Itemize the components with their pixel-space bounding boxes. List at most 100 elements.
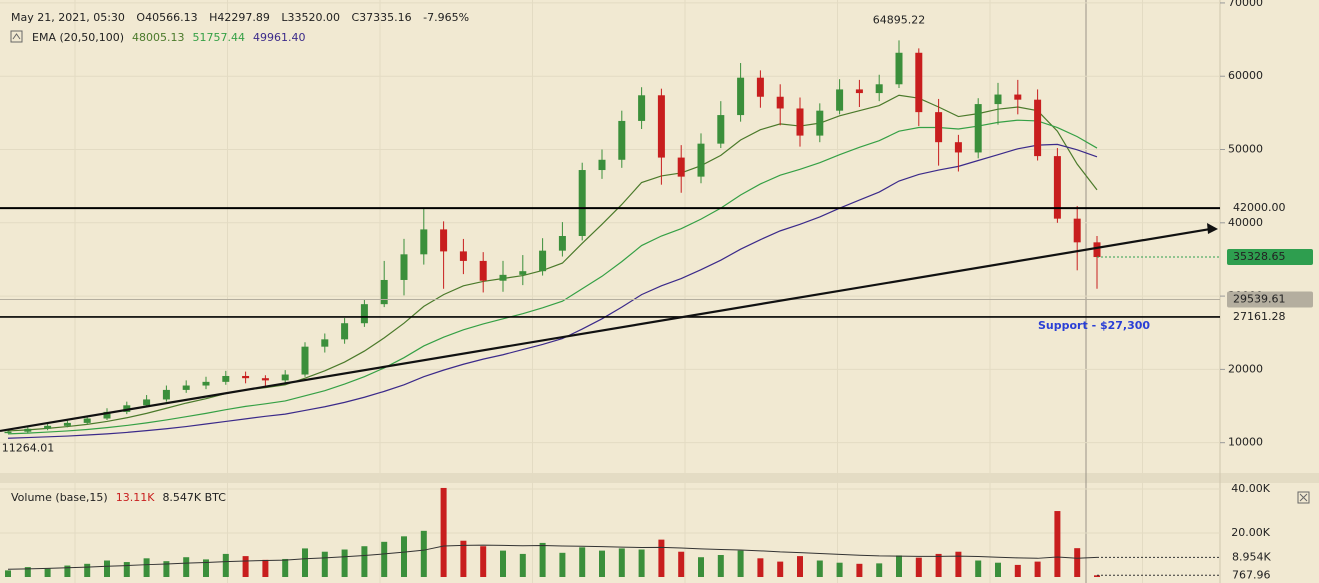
candle-body xyxy=(380,279,388,305)
close-icon[interactable] xyxy=(1297,491,1310,504)
collapse-arrow xyxy=(12,33,21,40)
price-label: 29539.61 xyxy=(1233,292,1286,305)
candle-body xyxy=(261,378,269,381)
y-tick-label: 20000 xyxy=(1228,362,1263,375)
price-label: 8.954K xyxy=(1232,550,1271,563)
ema-line xyxy=(7,143,1098,439)
candle-body xyxy=(737,77,745,116)
volume-bar xyxy=(539,542,546,577)
candle-body xyxy=(539,250,547,272)
volume-bar xyxy=(599,550,605,577)
volume-title: Volume (base,15) xyxy=(11,491,108,504)
volume-bar xyxy=(262,559,269,577)
y-tick-label: 40000 xyxy=(1228,216,1263,229)
candle-body xyxy=(697,143,705,177)
price-label: 42000.00 xyxy=(1233,201,1286,214)
candle-body xyxy=(915,52,923,113)
candle-body xyxy=(242,375,250,379)
volume-bar xyxy=(440,487,447,577)
candle-body xyxy=(202,381,210,386)
low: L33520.00 xyxy=(281,11,340,24)
candle-body xyxy=(598,159,606,171)
candle-body xyxy=(400,254,408,280)
volume-bar xyxy=(618,548,625,577)
candle-body xyxy=(341,323,349,340)
price-label: 35328.65 xyxy=(1233,250,1286,263)
candle-body xyxy=(1034,99,1042,157)
candle-body xyxy=(677,157,685,177)
volume-bar xyxy=(876,563,883,577)
close: C37335.16 xyxy=(351,11,412,24)
volume-bar xyxy=(935,553,942,577)
volume-bar xyxy=(500,550,506,577)
high: H42297.89 xyxy=(209,11,270,24)
candle-body xyxy=(836,89,844,111)
candle-body xyxy=(1014,94,1022,100)
volume-bar xyxy=(698,557,704,577)
volume-bar xyxy=(282,558,289,577)
candle-body xyxy=(440,229,448,252)
volume-bar xyxy=(737,550,744,577)
candle-body xyxy=(657,95,665,158)
support-label: Support - $27,300 xyxy=(1038,319,1151,332)
volume-ma-value: 8.547K BTC xyxy=(162,491,226,504)
candle-body xyxy=(301,346,309,375)
volume-bar xyxy=(975,560,982,577)
volume-bar xyxy=(717,555,724,577)
volume-bar xyxy=(777,561,784,577)
candle-body xyxy=(618,120,626,160)
volume-bar xyxy=(24,567,31,577)
y-tick-label: 50000 xyxy=(1228,143,1263,156)
candle-body xyxy=(222,375,230,382)
price-label-box xyxy=(1227,249,1313,266)
volume-bar xyxy=(896,555,902,577)
candle-body xyxy=(1073,218,1081,243)
ohlc-header: May 21, 2021, 05:30 O40566.13 H42297.89 … xyxy=(11,11,477,24)
y-tick-label: 70000 xyxy=(1228,0,1263,9)
candle-body xyxy=(103,411,111,419)
volume-bar xyxy=(955,551,962,577)
volume-legend: Volume (base,15) 13.11K 8.547K BTC xyxy=(11,491,234,504)
volume-bar xyxy=(995,562,1001,577)
volume-bar xyxy=(757,558,764,577)
candle-body xyxy=(558,236,566,251)
candle-body xyxy=(63,422,71,426)
volume-bar xyxy=(361,546,368,577)
candle-body xyxy=(24,428,32,432)
candle-body xyxy=(717,115,725,144)
candle-body xyxy=(321,339,329,347)
trend-line xyxy=(0,227,1211,433)
volume-bar xyxy=(579,547,586,577)
price-label-box xyxy=(1227,291,1313,308)
candle-body xyxy=(1053,156,1061,219)
volume-bar xyxy=(816,560,823,577)
close-cross xyxy=(1299,493,1308,502)
candle-body xyxy=(974,104,982,153)
volume-bar xyxy=(5,570,11,577)
change: -7.965% xyxy=(423,11,470,24)
candle-body xyxy=(1093,242,1101,258)
volume-bar xyxy=(341,549,348,577)
candle-body xyxy=(578,170,586,236)
ema-line xyxy=(7,119,1098,435)
candle-body xyxy=(281,374,289,381)
date: May 21, 2021, 05:30 xyxy=(11,11,125,24)
volume-bar xyxy=(321,551,328,577)
collapse-icon[interactable] xyxy=(10,30,23,43)
volume-bar xyxy=(44,568,51,577)
y-tick-label: 20.00K xyxy=(1231,526,1270,539)
volume-bar xyxy=(222,553,229,577)
volume-bar xyxy=(123,562,130,577)
ema-title: EMA (20,50,100) xyxy=(32,31,125,44)
candle-body xyxy=(182,385,190,390)
price-label: 767.96 xyxy=(1232,568,1271,581)
volume-bar xyxy=(460,540,467,577)
candle-body xyxy=(143,399,151,406)
volume-bar xyxy=(1014,564,1021,577)
volume-bar xyxy=(381,541,388,577)
volume-value: 13.11K xyxy=(115,491,155,504)
volume-bar xyxy=(183,557,190,577)
candle-body xyxy=(994,94,1002,105)
volume-bar xyxy=(1034,561,1041,577)
